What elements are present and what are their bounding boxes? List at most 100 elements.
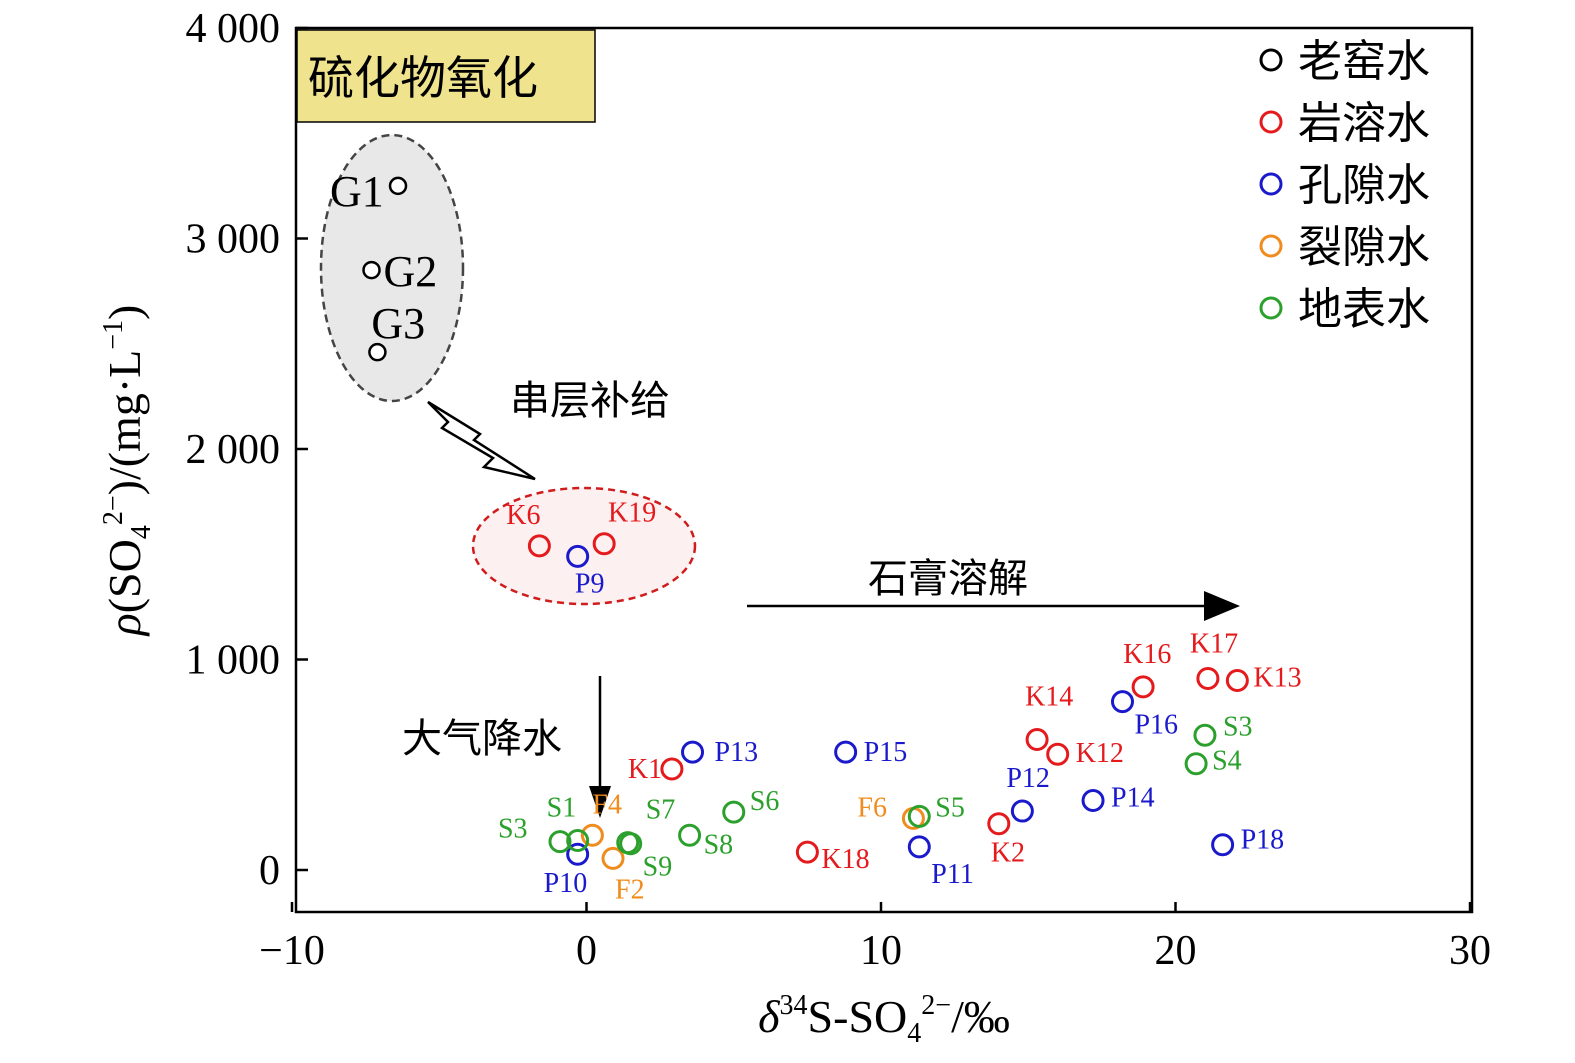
point-p10 — [566, 842, 590, 866]
point-p12 — [1010, 799, 1034, 823]
x-tick-label: 10 — [860, 928, 902, 974]
point-p14 — [1081, 789, 1105, 813]
point-label-k19: K19 — [608, 498, 656, 529]
point-label-p14: P14 — [1111, 783, 1155, 814]
point-label-k18: K18 — [821, 844, 869, 875]
precipitation-label: 大气降水 — [402, 716, 562, 762]
plot-frame — [294, 26, 1474, 914]
point-label-p18: P18 — [1241, 825, 1285, 856]
point-label-k14: K14 — [1025, 681, 1073, 712]
point-label-s4: S4 — [1212, 746, 1242, 777]
point-k6 — [527, 534, 551, 558]
point-label-p9: P9 — [575, 568, 605, 599]
y-tick-label: 4 000 — [186, 6, 281, 52]
point-label-g2: G2 — [384, 247, 438, 296]
legend-label: 老窑水 — [1298, 36, 1430, 87]
point-k14 — [1025, 727, 1049, 751]
legend-label: 岩溶水 — [1298, 98, 1430, 149]
point-s4 — [1184, 752, 1208, 776]
point-label-s3: S3 — [1223, 711, 1253, 742]
point-s6 — [722, 800, 746, 824]
point-k12 — [1046, 742, 1070, 766]
point-k2 — [987, 812, 1011, 836]
point-label-k16: K16 — [1123, 639, 1171, 670]
sulfide-oxidation-label: 硫化物氧化 — [308, 51, 538, 105]
point-label-f2: F2 — [615, 874, 645, 905]
point-s1 — [566, 829, 590, 853]
point-k16 — [1131, 675, 1155, 699]
y-axis-title: ρ(SO42−)/(mg·L−1) — [98, 305, 157, 638]
point-p16 — [1110, 690, 1134, 714]
precipitation-arrow-head — [589, 786, 611, 818]
point-k1 — [660, 757, 684, 781]
old-kiln-water-ellipse — [319, 133, 465, 403]
gypsum-arrow-head — [1204, 591, 1240, 621]
x-tick-label: −10 — [259, 928, 325, 974]
point-label-f6: F6 — [857, 792, 887, 823]
point-s8 — [678, 823, 702, 847]
point-k17 — [1196, 666, 1220, 690]
point-label-s3: S3 — [498, 814, 528, 845]
legend-label: 裂隙水 — [1298, 222, 1430, 273]
y-tick-label: 3 000 — [186, 217, 281, 263]
point-label-s1: S1 — [547, 793, 577, 824]
point-label-g1: G1 — [330, 167, 384, 216]
point-label-k17: K17 — [1190, 628, 1238, 659]
point-label-s7: S7 — [646, 795, 676, 826]
point-label-k12: K12 — [1076, 738, 1124, 769]
point-k18 — [795, 840, 819, 864]
sulfide-oxidation-box — [296, 29, 596, 123]
point-k13 — [1225, 669, 1249, 693]
point-f4 — [580, 823, 604, 847]
point-label-s6: S6 — [750, 786, 780, 817]
point-p15 — [834, 740, 858, 764]
legend-marker — [1259, 234, 1283, 258]
point-label-p16: P16 — [1134, 710, 1178, 741]
point-p9 — [566, 544, 590, 568]
point-label-k13: K13 — [1253, 663, 1301, 694]
point-g3 — [368, 342, 387, 362]
point-s3 — [548, 830, 572, 854]
legend-marker — [1259, 48, 1283, 72]
y-tick-label: 0 — [259, 848, 280, 894]
point-label-p10: P10 — [544, 868, 588, 899]
point-label-p11: P11 — [931, 859, 974, 890]
point-p18 — [1211, 833, 1235, 857]
point-label-k1: K1 — [628, 754, 662, 785]
y-tick-label: 2 000 — [186, 427, 281, 473]
leakage-ellipse — [471, 486, 697, 606]
x-tick-label: 30 — [1449, 928, 1491, 974]
point-label-g3: G3 — [371, 299, 425, 348]
point-label-p12: P12 — [1006, 763, 1050, 794]
legend-marker — [1259, 296, 1283, 320]
x-tick-label: 0 — [576, 928, 597, 974]
point-s5 — [907, 804, 931, 828]
legend-marker — [1259, 110, 1283, 134]
axes: −10 0 10 20 30 0 1 000 2 000 3 000 4 000 — [186, 6, 1492, 974]
leakage-label: 串层补给 — [510, 378, 670, 424]
point-p11 — [907, 835, 931, 859]
point-label-s5: S5 — [935, 792, 965, 823]
point-label-p15: P15 — [864, 737, 908, 768]
x-axis-title: δ34S-SO42−/‰ — [758, 990, 1010, 1049]
point-f2 — [601, 846, 625, 870]
y-tick-label: 1 000 — [186, 638, 281, 684]
legend-marker — [1259, 172, 1283, 196]
point-label-s9: S9 — [643, 852, 673, 883]
gypsum-label: 石膏溶解 — [868, 556, 1028, 602]
point-g2 — [362, 260, 381, 280]
point-s9 — [619, 832, 643, 856]
legend-label: 孔隙水 — [1298, 160, 1430, 211]
point-label-f4: F4 — [592, 789, 622, 820]
point-s3 — [1193, 723, 1217, 747]
point-label-k6: K6 — [506, 500, 540, 531]
point-label-s8: S8 — [704, 829, 734, 860]
x-tick-label: 20 — [1155, 928, 1197, 974]
point-label-p13: P13 — [715, 737, 759, 768]
legend-label: 地表水 — [1298, 284, 1430, 335]
point-g1 — [388, 176, 408, 196]
point-p13 — [681, 740, 705, 764]
